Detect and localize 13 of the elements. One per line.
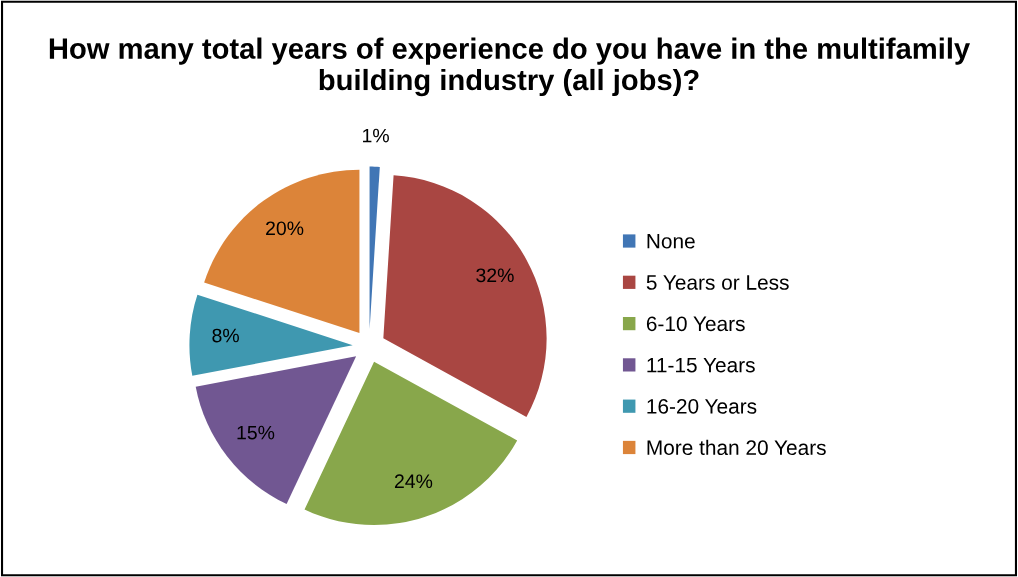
legend-label: 16-20 Years xyxy=(647,398,757,414)
data-label: 24% xyxy=(394,474,433,489)
legend-label: 11-15 Years xyxy=(647,357,755,373)
legend-label: More than 20 Years xyxy=(647,439,826,456)
legend-label: 6-10 Years xyxy=(646,316,745,332)
chart-title: How many total years of experience do you have in the multifamily building industry (all jobs)? xyxy=(49,37,970,97)
data-label: 32% xyxy=(476,268,514,283)
data-label: 8% xyxy=(212,328,239,343)
data-label: 20% xyxy=(266,221,304,236)
data-label: 1% xyxy=(363,128,389,143)
legend-label: 5 Years or Less xyxy=(646,275,789,290)
legend-label: None xyxy=(647,234,695,249)
data-label: 15% xyxy=(237,425,275,440)
